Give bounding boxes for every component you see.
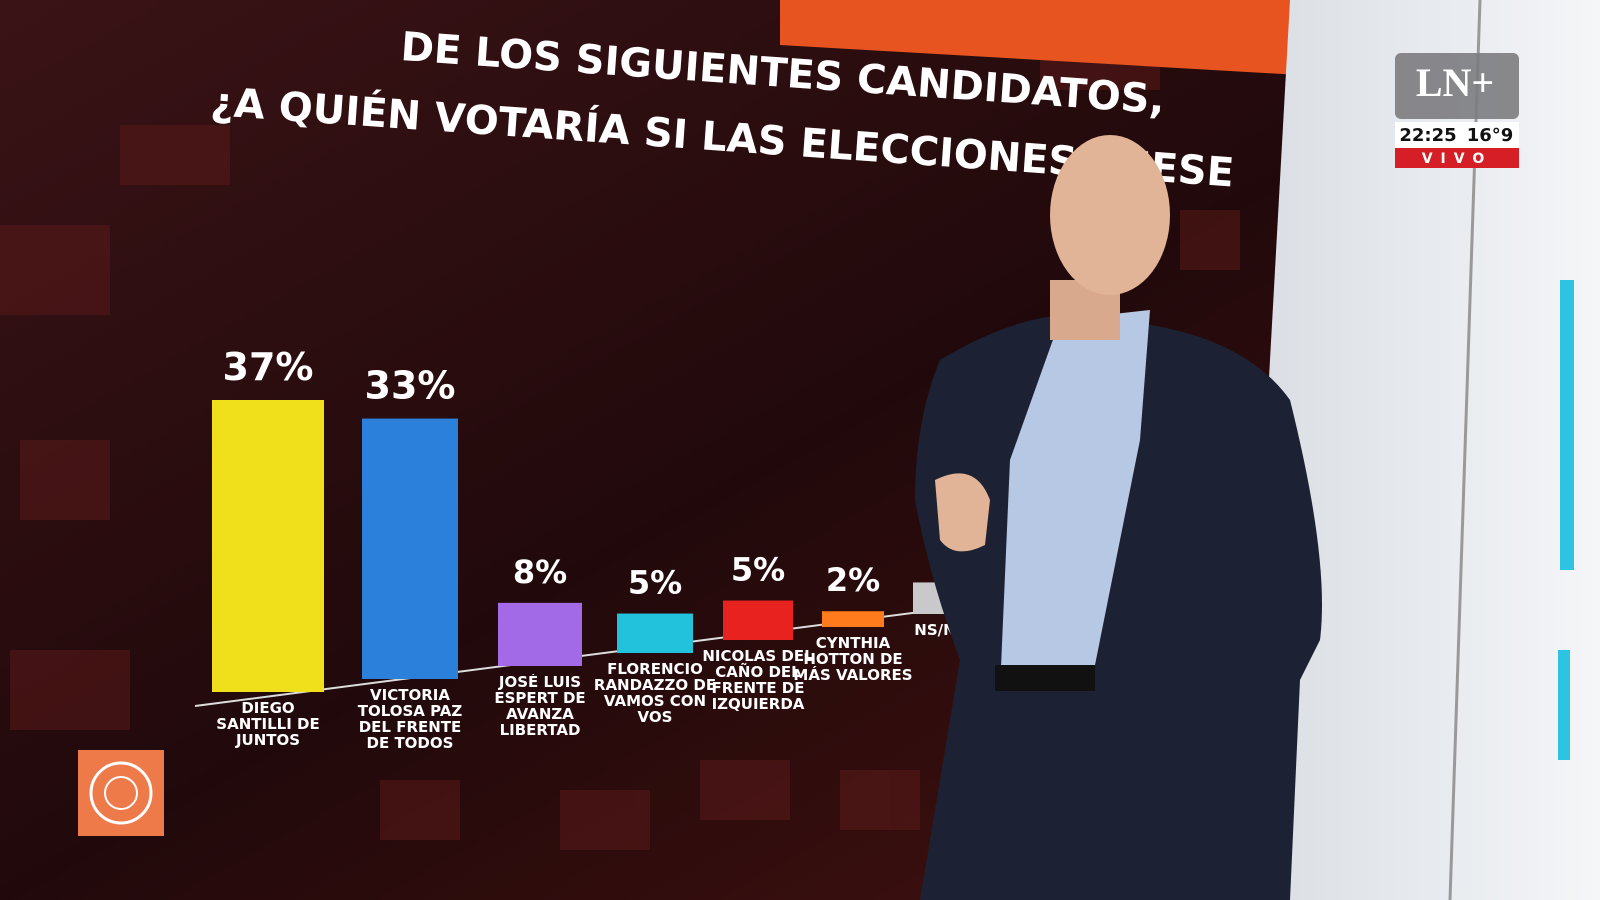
wall-light (1558, 650, 1570, 760)
live-badge: VIVO (1422, 151, 1493, 167)
bar (362, 418, 458, 679)
bar (498, 602, 582, 666)
category-label: VICTORIA TOLOSA PAZ DEL FRENTE DE TODOS (357, 687, 463, 752)
logo: LN+ (1416, 60, 1494, 105)
value-label: 8% (513, 553, 567, 591)
value-label: 5% (628, 564, 682, 602)
clock: 22:25 (1399, 125, 1456, 146)
category-label: DIEGO SANTILLI DE JUNTOS (216, 700, 320, 749)
presenter (915, 135, 1322, 900)
value-label: 2% (826, 561, 880, 599)
category-label-box: JOSÉ LUIS ESPERT DE AVANZA LIBERTAD (494, 674, 586, 739)
category-label-box: FLORENCIO RANDAZZO DE VAMOS CON VOS (593, 661, 717, 726)
channel-bug: LN+ 22:25 16°9 VIVO (1395, 53, 1519, 168)
bar (617, 613, 693, 653)
value-label: 5% (731, 551, 785, 589)
category-label-box: NS/N (914, 622, 956, 639)
category-label-box: DIEGO SANTILLI DE JUNTOS (216, 700, 320, 749)
bar (822, 611, 884, 627)
value-label: 37% (223, 345, 314, 389)
decor-tiles (0, 40, 1240, 850)
category-label: JOSÉ LUIS ESPERT DE AVANZA LIBERTAD (494, 674, 586, 739)
category-label: NS/N (914, 622, 956, 639)
orange-panel (780, 0, 1310, 75)
bar (723, 600, 793, 640)
studio-wall (1240, 0, 1600, 900)
category-label-box: CYNTHIA HOTTON DE MÁS VALORES (793, 635, 913, 684)
temperature: 16°9 (1467, 125, 1514, 146)
category-label-box: VICTORIA TOLOSA PAZ DEL FRENTE DE TODOS (357, 687, 463, 752)
category-label: NICOLAS DEL CAÑO DEL FRENTE DE IZQUIERDA (702, 648, 814, 713)
category-label: CYNTHIA HOTTON DE MÁS VALORES (793, 635, 913, 684)
category-label: FLORENCIO RANDAZZO DE VAMOS CON VOS (593, 661, 717, 726)
wall-light (1560, 280, 1574, 570)
category-label-box: NICOLAS DEL CAÑO DEL FRENTE DE IZQUIERDA (702, 648, 814, 713)
value-label: 33% (365, 364, 456, 408)
bar (212, 400, 324, 692)
corner-logo (78, 750, 164, 836)
